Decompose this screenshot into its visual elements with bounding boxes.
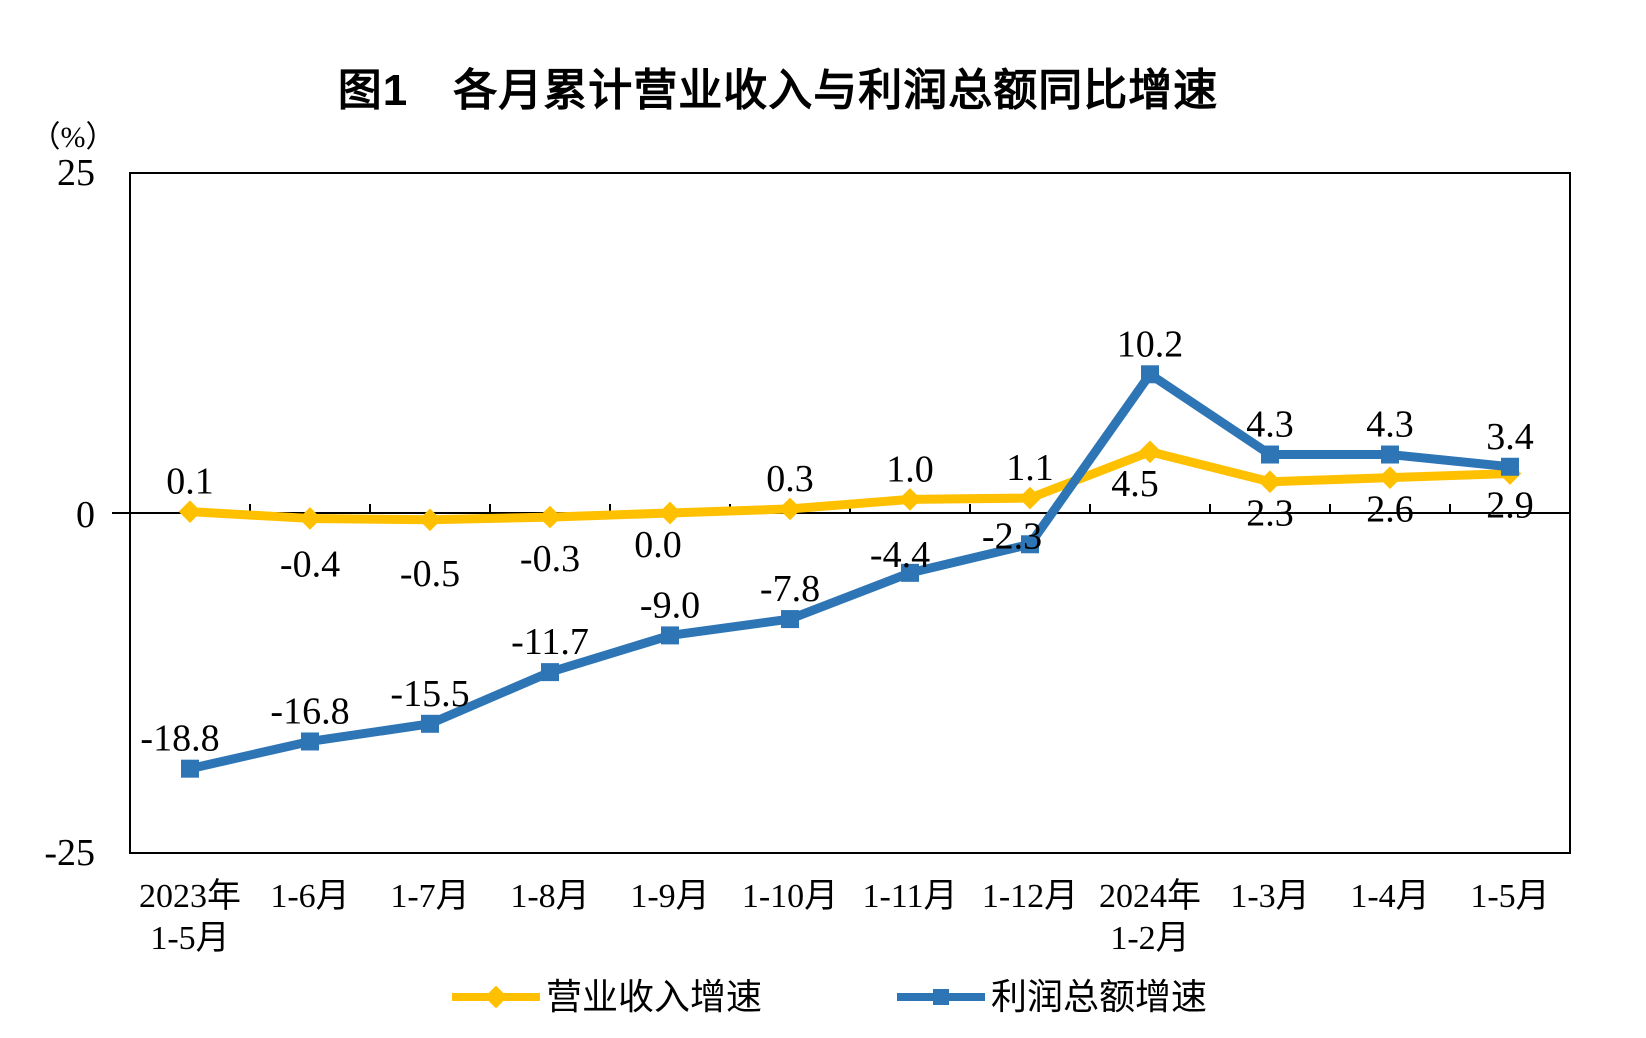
x-axis-label: 2023年 1-5月: [98, 876, 282, 960]
square-marker: [1261, 445, 1279, 464]
x-axis-label: 1-9月: [578, 876, 762, 918]
square-marker: [1141, 365, 1159, 384]
data-label: 4.5: [1111, 463, 1159, 505]
x-axis-label: 2024年 1-2月: [1058, 876, 1242, 960]
x-axis-label-line: 1-9月: [630, 878, 710, 915]
x-axis-label-line: 1-11月: [862, 878, 958, 915]
data-label: -4.4: [870, 534, 930, 576]
x-axis-label-line: 2023年: [139, 878, 241, 915]
legend-label-profit: 利润总额增速: [991, 977, 1208, 1017]
x-axis-label: 1-11月: [818, 876, 1002, 918]
x-axis-label-line: 1-7月: [390, 878, 470, 915]
y-axis-unit-label: （%）: [30, 121, 116, 154]
data-label: 4.3: [1246, 404, 1294, 446]
diamond-marker: [178, 500, 202, 523]
x-axis-label-line: 1-2月: [1110, 920, 1190, 957]
x-axis-label-line: 1-12月: [981, 878, 1079, 915]
square-marker: [901, 563, 919, 582]
data-label: 0.3: [766, 458, 814, 500]
series-line-0: [189, 447, 1511, 525]
x-axis-label: 1-4月: [1298, 876, 1482, 918]
data-label: -16.8: [270, 690, 349, 732]
data-label: 2.9: [1486, 485, 1534, 527]
legend-label-revenue: 营业收入增速: [546, 977, 763, 1017]
x-axis-label-line: 1-6月: [270, 878, 350, 915]
data-label: 2.6: [1366, 489, 1414, 531]
x-axis-label-line: 2024年: [1099, 878, 1201, 915]
diamond-marker: [1258, 470, 1282, 494]
x-axis-label-line: 1-4月: [1350, 878, 1430, 915]
data-label: -7.8: [760, 568, 820, 610]
data-label: -0.3: [520, 538, 580, 580]
legend-line-square-icon: [897, 989, 985, 1005]
legend-line-diamond-icon: [452, 985, 540, 1009]
data-label: -18.8: [140, 718, 219, 760]
data-label: 1.1: [1006, 447, 1054, 489]
square-marker: [781, 610, 799, 629]
x-axis-label: 1-5月: [1418, 876, 1602, 918]
diamond-marker: [778, 497, 802, 521]
y-axis-tick-label: 25: [57, 152, 95, 194]
data-label: -15.5: [390, 673, 469, 715]
square-marker: [661, 626, 679, 645]
x-axis-label: 1-6月: [218, 876, 402, 918]
x-axis-label-line: 1-5月: [150, 920, 230, 957]
data-label: -0.5: [400, 553, 460, 595]
diamond-marker: [658, 501, 682, 525]
legend-item-profit: 利润总额增速: [897, 975, 1207, 1019]
data-label: -2.3: [982, 515, 1042, 557]
data-label: -11.7: [511, 621, 589, 663]
x-axis-label: 1-12月: [938, 876, 1122, 918]
square-marker: [1381, 445, 1399, 464]
data-label: 0.1: [166, 461, 214, 503]
series-line-1: [189, 369, 1511, 774]
data-label: -0.4: [280, 543, 340, 585]
diamond-marker: [298, 507, 322, 530]
chart-legend: 营业收入增速 利润总额增速: [0, 975, 1646, 1025]
diamond-marker: [1378, 466, 1402, 489]
diamond-marker: [418, 508, 442, 532]
y-axis-tick-label: -25: [44, 832, 95, 874]
legend-item-revenue: 营业收入增速: [452, 975, 762, 1019]
square-marker: [301, 732, 319, 751]
diamond-marker: [898, 488, 922, 511]
square-marker: [421, 714, 439, 733]
square-marker: [1021, 535, 1039, 554]
x-axis-label: 1-8月: [458, 876, 642, 918]
chart-title: 图1 各月累计营业收入与利润总额同比增速: [337, 66, 1219, 115]
x-axis-label-line: 1-10月: [741, 878, 839, 915]
diamond-marker: [1018, 486, 1042, 510]
diamond-marker: [538, 505, 562, 529]
x-axis-label: 1-7月: [338, 876, 522, 918]
x-axis-label-line: 1-8月: [510, 878, 590, 915]
x-axis-label-line: 1-3月: [1230, 878, 1310, 915]
data-label: 10.2: [1117, 323, 1184, 365]
data-label: 4.3: [1366, 404, 1414, 446]
data-label: 1.0: [886, 448, 934, 490]
data-label: -9.0: [640, 584, 700, 626]
y-axis-tick-label: 0: [76, 494, 95, 536]
square-marker: [1501, 457, 1519, 476]
x-axis-label: 1-3月: [1178, 876, 1362, 918]
square-marker: [541, 663, 559, 682]
data-label: 2.3: [1246, 493, 1294, 535]
data-label: 3.4: [1486, 416, 1534, 458]
x-axis-label-line: 1-5月: [1470, 878, 1550, 915]
data-label: 0.0: [634, 524, 682, 566]
diamond-marker: [1138, 440, 1162, 464]
x-axis-label: 1-10月: [698, 876, 882, 918]
square-marker: [181, 759, 199, 778]
